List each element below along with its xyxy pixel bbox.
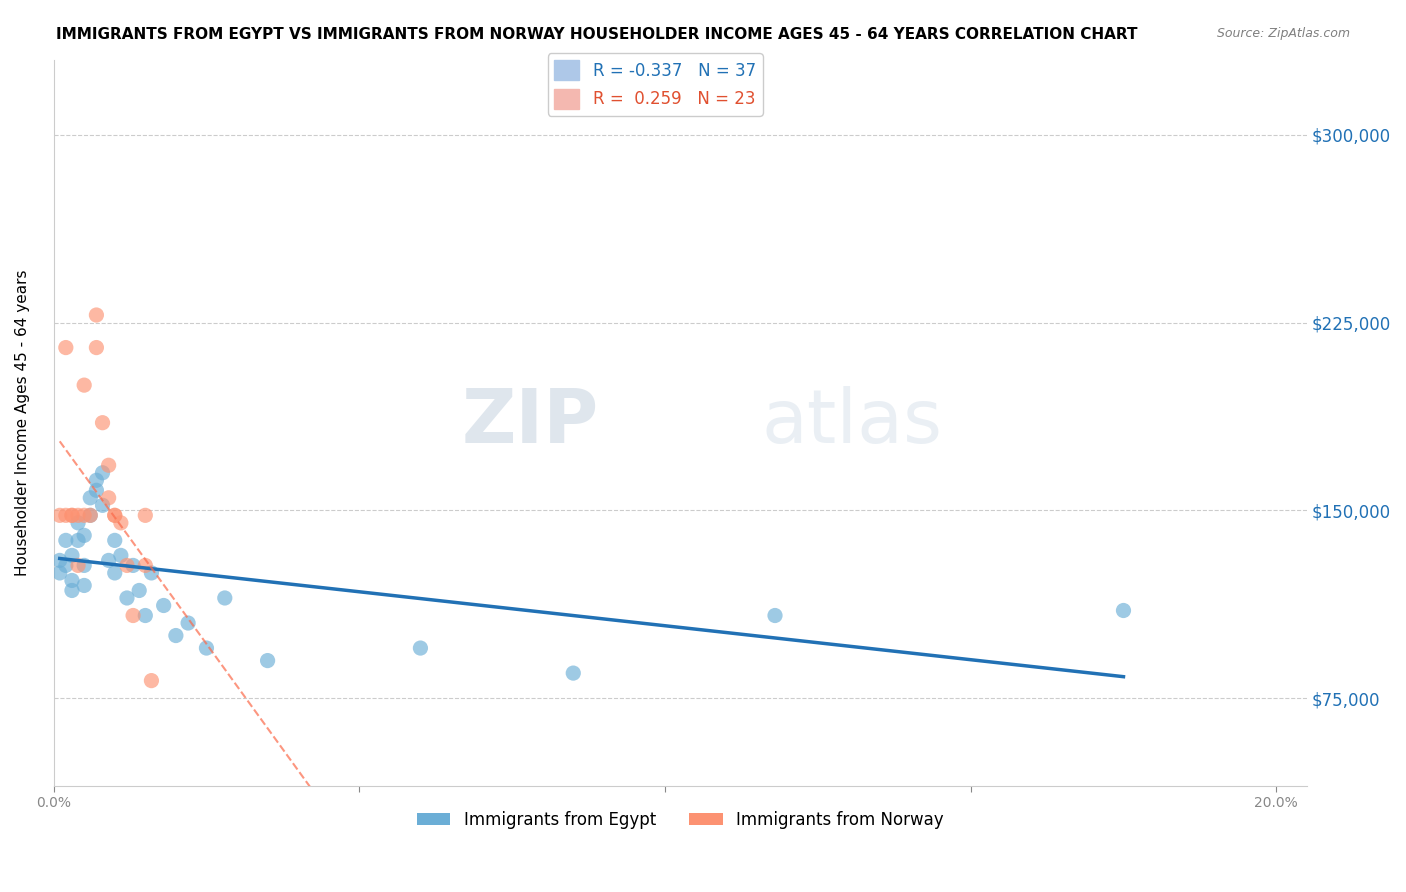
Point xyxy=(152,599,174,613)
Y-axis label: Householder Income Ages 45 - 64 years: Householder Income Ages 45 - 64 years xyxy=(15,269,30,576)
Point xyxy=(60,583,83,598)
Point xyxy=(122,608,145,623)
Point xyxy=(48,553,70,567)
Point xyxy=(48,566,70,580)
Point xyxy=(67,533,90,548)
Point xyxy=(97,553,120,567)
Point xyxy=(86,308,108,322)
Point xyxy=(60,549,83,563)
Point xyxy=(122,558,145,573)
Point xyxy=(67,558,90,573)
Point xyxy=(134,508,156,523)
Legend: Immigrants from Egypt, Immigrants from Norway: Immigrants from Egypt, Immigrants from N… xyxy=(411,805,950,836)
Point xyxy=(79,508,101,523)
Point xyxy=(104,508,127,523)
Point xyxy=(55,558,77,573)
Point xyxy=(214,591,236,605)
Point xyxy=(79,508,101,523)
Point xyxy=(55,508,77,523)
Point xyxy=(86,483,108,498)
Point xyxy=(60,508,83,523)
Point xyxy=(195,641,218,656)
Point xyxy=(91,466,114,480)
Point xyxy=(409,641,432,656)
Point xyxy=(73,378,96,392)
Text: Source: ZipAtlas.com: Source: ZipAtlas.com xyxy=(1216,27,1350,40)
Point xyxy=(256,654,278,668)
Point xyxy=(73,508,96,523)
Point xyxy=(73,558,96,573)
Point xyxy=(55,533,77,548)
Point xyxy=(562,666,585,681)
Point xyxy=(110,549,132,563)
Point xyxy=(763,608,786,623)
Point xyxy=(97,458,120,473)
Point xyxy=(134,558,156,573)
Point xyxy=(128,583,150,598)
Point xyxy=(91,416,114,430)
Point xyxy=(60,574,83,588)
Point xyxy=(165,628,187,642)
Text: atlas: atlas xyxy=(762,386,942,459)
Point xyxy=(55,341,77,355)
Point xyxy=(104,566,127,580)
Point xyxy=(134,608,156,623)
Point xyxy=(115,558,138,573)
Text: ZIP: ZIP xyxy=(461,386,599,459)
Point xyxy=(115,591,138,605)
Point xyxy=(141,673,163,688)
Point xyxy=(48,508,70,523)
Point xyxy=(73,528,96,542)
Point xyxy=(73,578,96,592)
Point xyxy=(1112,603,1135,617)
Point xyxy=(91,499,114,513)
Point xyxy=(110,516,132,530)
Point xyxy=(97,491,120,505)
Text: IMMIGRANTS FROM EGYPT VS IMMIGRANTS FROM NORWAY HOUSEHOLDER INCOME AGES 45 - 64 : IMMIGRANTS FROM EGYPT VS IMMIGRANTS FROM… xyxy=(56,27,1137,42)
Point xyxy=(60,508,83,523)
Point xyxy=(67,508,90,523)
Point xyxy=(104,533,127,548)
Point xyxy=(67,516,90,530)
Point xyxy=(86,341,108,355)
Point xyxy=(177,615,200,630)
Point xyxy=(79,491,101,505)
Point xyxy=(104,508,127,523)
Point xyxy=(86,473,108,487)
Point xyxy=(141,566,163,580)
